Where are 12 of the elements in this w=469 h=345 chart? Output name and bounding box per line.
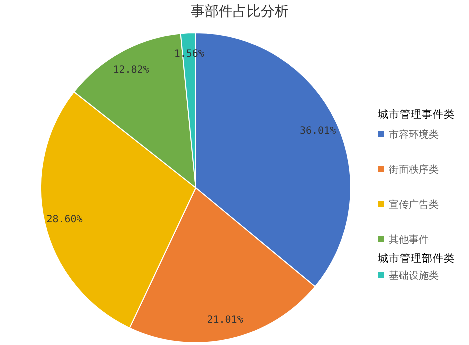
data-label: 36.01% <box>300 126 336 138</box>
legend-label: 街面秩序类 <box>389 164 439 176</box>
legend-title: 城市管理事件类 <box>377 108 455 121</box>
data-label: 12.82% <box>113 65 150 76</box>
data-label: 21.01% <box>207 315 244 326</box>
legend-label: 宣传广告类 <box>389 199 439 211</box>
legend-label: 市容环境类 <box>389 129 439 141</box>
legend-label: 基础设施类 <box>389 270 439 282</box>
chart-title: 事部件占比分析 <box>191 4 289 20</box>
text: 城市管理部件类 <box>377 252 455 265</box>
data-label: 28.60% <box>46 214 83 226</box>
legend-label: 其他事件 <box>389 234 429 246</box>
